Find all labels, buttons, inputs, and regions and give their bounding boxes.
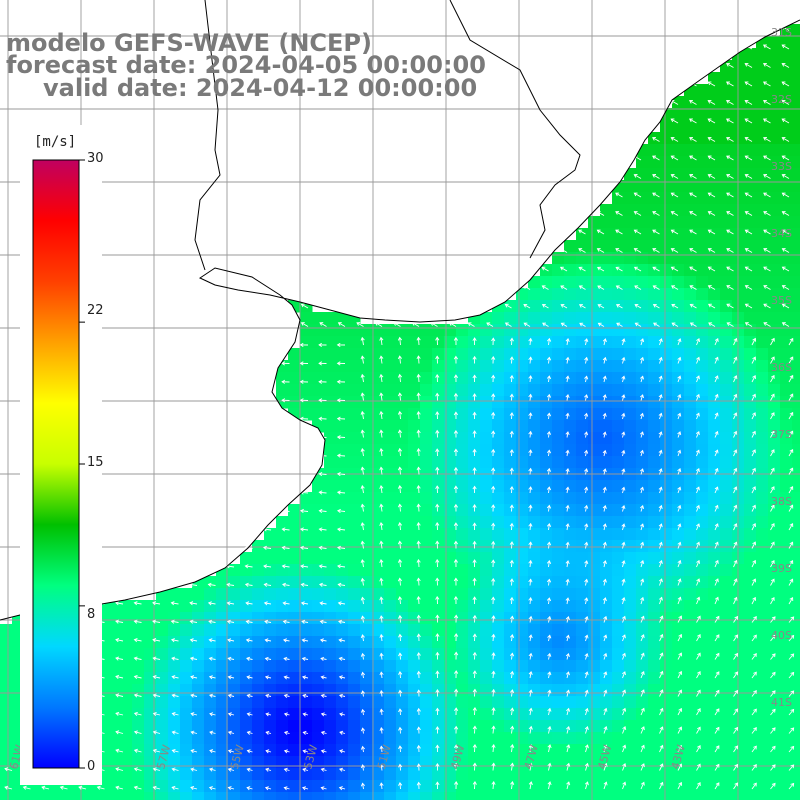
lat-label: 37S — [771, 428, 792, 441]
lat-label: 35S — [771, 294, 792, 307]
colorbar-tick-label: 22 — [87, 303, 104, 318]
colorbar-tick-label: 8 — [87, 607, 95, 622]
title-valid-date: valid date: 2024-04-12 00:00:00 — [43, 75, 477, 101]
lat-label: 33S — [771, 160, 792, 173]
colorbar-tick-label: 15 — [87, 455, 104, 470]
lat-label: 40S — [771, 629, 792, 642]
lat-label: 36S — [771, 361, 792, 374]
lat-label: 34S — [771, 227, 792, 240]
lat-label: 32S — [771, 93, 792, 106]
colorbar-gradient — [33, 160, 79, 768]
colorbar-tick-label: 30 — [87, 151, 104, 166]
lat-label: 38S — [771, 495, 792, 508]
lat-label: 39S — [771, 562, 792, 575]
lat-label: 31S — [771, 26, 792, 39]
colorbar-unit: [m/s] — [34, 134, 76, 150]
colorbar-tick-label: 0 — [87, 759, 95, 774]
lat-label: 41S — [771, 696, 792, 709]
